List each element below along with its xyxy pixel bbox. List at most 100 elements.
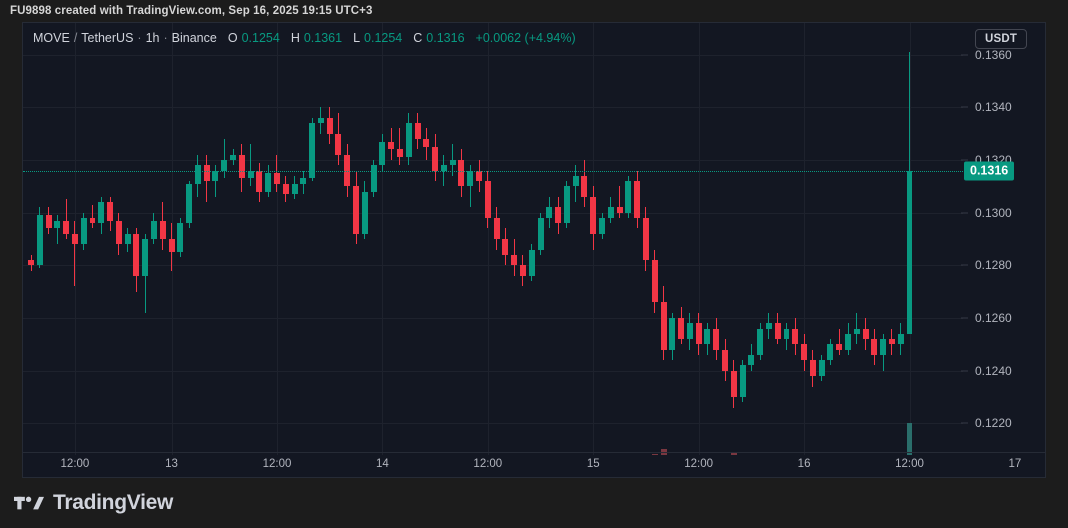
attribution-text: FU9898 created with TradingView.com, Sep… <box>10 5 373 17</box>
footer-bar: TradingView <box>0 478 1068 528</box>
candle-body <box>45 215 52 229</box>
candle-body <box>309 123 316 179</box>
candle-wick <box>838 328 840 355</box>
candle-body <box>107 202 114 221</box>
legend-high-key: H <box>290 31 300 45</box>
gridline-horizontal <box>23 107 963 109</box>
candle-body <box>396 149 403 158</box>
price-tick-dash <box>961 54 968 56</box>
candle-body <box>625 181 632 213</box>
time-tick-label: 13 <box>165 458 178 470</box>
candle-body <box>335 133 342 155</box>
chart-panel[interactable]: MOVE / TetherUS · 1h · Binance O 0.1254 H… <box>22 22 1046 478</box>
time-tick-label: 12:00 <box>684 458 714 470</box>
candle-body <box>713 328 720 350</box>
currency-badge[interactable]: USDT <box>975 29 1028 49</box>
candle-body <box>405 123 412 158</box>
candle-body <box>695 323 702 345</box>
candle-body <box>801 344 808 361</box>
legend-low-value: 0.1254 <box>364 31 403 45</box>
legend-close-key: C <box>413 31 423 45</box>
candle-wick <box>56 215 58 245</box>
candle-body <box>300 178 307 184</box>
time-tick-label: 12:00 <box>473 458 503 470</box>
tradingview-logo[interactable]: TradingView <box>14 491 173 515</box>
candle-body <box>853 328 860 334</box>
candle-body <box>739 365 746 398</box>
candle-body <box>186 183 193 224</box>
price-tick-dash <box>961 212 968 214</box>
candle-body <box>71 233 78 245</box>
legend-open-value: 0.1254 <box>241 31 280 45</box>
legend-slash: / <box>73 31 78 45</box>
price-tick-label: 0.1300 <box>975 205 1012 220</box>
candle-body <box>151 220 157 239</box>
candle-body <box>502 239 509 255</box>
legend-quote[interactable]: TetherUS <box>81 31 134 45</box>
candle-body <box>379 141 386 166</box>
candle-body <box>484 181 491 218</box>
candle-wick <box>74 220 76 287</box>
plot-area[interactable] <box>23 23 963 455</box>
candle-body <box>845 333 851 350</box>
candle-body <box>291 183 298 195</box>
legend-high-value: 0.1361 <box>303 31 343 45</box>
candle-wick <box>469 165 471 208</box>
price-scale[interactable]: USDT 0.1360 0.1340 0.1320 0.1300 0.1280 0.126… <box>961 23 1045 455</box>
candle-body <box>563 186 570 224</box>
candle-body <box>581 175 588 197</box>
candle-body <box>467 170 474 187</box>
candle-body <box>370 165 377 192</box>
candle-body <box>54 220 61 229</box>
candle-body <box>317 117 324 124</box>
candle-body <box>669 318 676 350</box>
candle-body <box>862 328 869 340</box>
candle-body <box>880 339 887 355</box>
gridline-vertical <box>593 23 595 455</box>
candle-body <box>458 159 465 187</box>
legend-symbol[interactable]: MOVE <box>33 31 70 45</box>
candle-wick <box>399 128 401 166</box>
candle-body <box>133 233 140 276</box>
candle-body <box>63 220 70 234</box>
candle-body <box>572 175 579 187</box>
gridline-horizontal <box>23 212 963 214</box>
price-tick-dash <box>961 317 968 319</box>
candle-body <box>432 146 439 171</box>
price-tick-dash <box>961 106 968 108</box>
candle-body <box>686 323 693 340</box>
candle-body <box>546 207 553 218</box>
candle-body <box>256 170 263 192</box>
gridline-vertical <box>804 23 806 455</box>
attribution-bar: FU9898 created with TradingView.com, Sep… <box>0 0 1068 22</box>
legend-exchange[interactable]: Binance <box>171 31 217 45</box>
chart-legend[interactable]: MOVE / TetherUS · 1h · Binance O 0.1254 H… <box>33 31 576 45</box>
price-tick-label: 0.1360 <box>975 47 1012 62</box>
time-tick-label: 12:00 <box>895 458 924 470</box>
candle-body <box>783 328 790 340</box>
candle-body <box>590 196 597 234</box>
candle-body <box>80 217 87 245</box>
candle-body <box>634 181 641 218</box>
candle-wick <box>250 144 252 187</box>
candle-body <box>888 339 895 345</box>
time-tick-label: 14 <box>375 458 389 470</box>
gridline-horizontal <box>23 370 963 372</box>
time-scale[interactable]: 12:00 13 12:00 14 12:00 15 12:00 16 12:00 17 <box>23 452 1045 477</box>
price-tick-label: 0.1220 <box>975 416 1012 431</box>
candle-body <box>616 207 623 213</box>
candle-body <box>757 328 764 355</box>
candle-body <box>730 370 737 398</box>
candle-body <box>194 165 201 184</box>
candle-body <box>230 154 237 160</box>
volume-bar <box>651 454 658 455</box>
current-price-badge: 0.1316 <box>964 161 1015 180</box>
candle-body <box>423 138 430 147</box>
price-tick-dash <box>961 264 968 266</box>
legend-close-value: 0.1316 <box>426 31 465 45</box>
legend-interval[interactable]: 1h <box>145 31 160 45</box>
candle-body <box>89 217 96 224</box>
candle-body <box>519 265 526 276</box>
time-tick-label: 16 <box>797 458 811 470</box>
candle-body <box>361 191 368 234</box>
